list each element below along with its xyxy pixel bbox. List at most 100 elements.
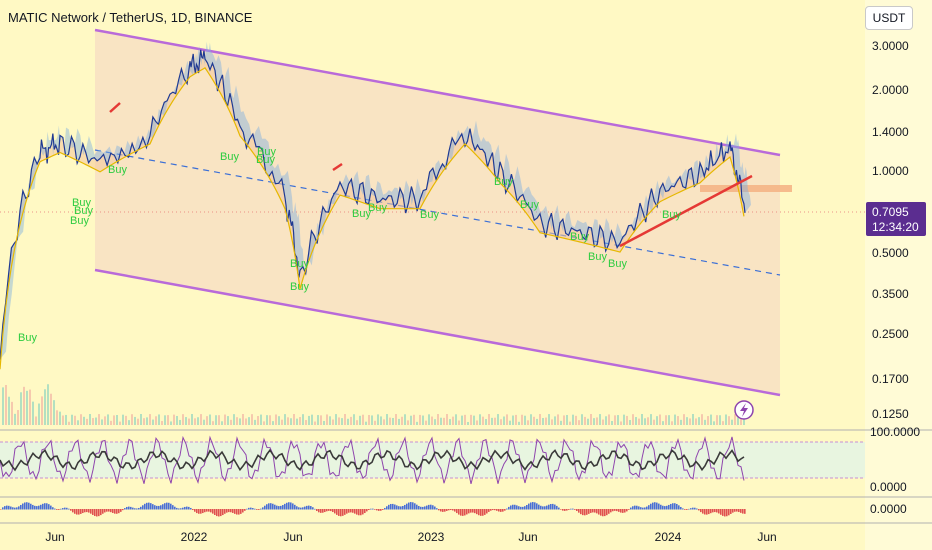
histogram-bar	[180, 508, 182, 509]
histogram-bar	[694, 508, 696, 510]
histogram-bar	[42, 504, 44, 510]
volume-bar	[485, 419, 487, 425]
histogram-bar	[362, 509, 364, 514]
volume-bar	[209, 415, 211, 425]
histogram-bar	[438, 509, 440, 510]
histogram-bar	[14, 508, 16, 510]
volume-bar	[449, 419, 451, 425]
histogram-bar	[568, 509, 570, 510]
histogram-bar	[608, 509, 610, 514]
histogram-bar	[540, 506, 542, 510]
histogram-bar	[248, 508, 250, 510]
buy-label-18: Buy	[662, 209, 681, 221]
volume-bar	[98, 414, 100, 425]
volume-bar	[590, 414, 592, 425]
histogram-bar	[20, 505, 22, 510]
histogram-bar	[738, 509, 740, 512]
volume-bar	[413, 415, 415, 425]
histogram-bar	[536, 503, 538, 509]
volume-bar	[167, 415, 169, 425]
histogram-bar	[338, 509, 340, 516]
volume-bar	[113, 415, 115, 425]
histogram-bar	[278, 506, 280, 509]
volume-bar	[236, 417, 238, 425]
histogram-bar	[352, 509, 354, 513]
volume-bar	[722, 421, 724, 425]
histogram-bar	[224, 509, 226, 514]
histogram-bar	[346, 509, 348, 514]
volume-bar	[563, 415, 565, 425]
price-marker-value: 0.7095	[872, 205, 909, 219]
histogram-bar	[420, 507, 422, 510]
histogram-bar	[656, 503, 658, 510]
histogram-bar	[16, 507, 18, 509]
histogram-bar	[344, 509, 346, 515]
histogram-bar	[566, 509, 568, 511]
volume-bar	[479, 414, 481, 425]
histogram-bar	[138, 508, 140, 510]
volume-bar	[5, 385, 7, 425]
histogram-bar	[162, 504, 164, 509]
histogram-bar	[664, 506, 666, 509]
volume-bar	[305, 420, 307, 425]
volume-bar	[446, 414, 448, 425]
histogram-bar	[508, 507, 510, 510]
histogram-bar	[516, 505, 518, 509]
histogram-bar	[544, 506, 546, 509]
histogram-bar	[440, 509, 442, 511]
histogram-bar	[602, 509, 604, 516]
histogram-bar	[226, 509, 228, 513]
volume-bar	[260, 415, 262, 425]
volume-bar	[206, 416, 208, 425]
volume-bar	[17, 410, 19, 425]
volume-bar	[350, 417, 352, 425]
volume-bar	[617, 415, 619, 425]
histogram-bar	[414, 503, 416, 509]
histogram-bar	[644, 507, 646, 509]
histogram-bar	[212, 509, 214, 514]
histogram-bar	[560, 509, 562, 510]
histogram-bar	[118, 509, 120, 513]
volume-bar	[557, 414, 559, 425]
volume-bar	[347, 419, 349, 425]
histogram-bar	[374, 509, 376, 510]
volume-bar	[488, 414, 490, 425]
histogram-bar	[238, 509, 240, 515]
volume-bar	[605, 416, 607, 425]
volume-bar	[374, 421, 376, 425]
volume-bar	[518, 422, 520, 425]
volume-bar	[656, 416, 658, 425]
histogram-bar	[116, 509, 118, 514]
volume-bar	[602, 420, 604, 425]
volume-bar	[29, 390, 31, 425]
histogram-bar	[200, 509, 202, 514]
histogram-bar	[584, 509, 586, 515]
volume-bar	[35, 416, 37, 425]
buy-label-4: Buy	[108, 164, 127, 176]
volume-bar	[659, 415, 661, 425]
histogram-bar	[718, 509, 720, 513]
histogram-bar	[216, 509, 218, 516]
volume-bar	[425, 421, 427, 425]
histogram-bar	[486, 509, 488, 513]
histogram-bar	[512, 505, 514, 510]
volume-bar	[626, 416, 628, 425]
histogram-bar	[164, 503, 166, 509]
histogram-bar	[286, 503, 288, 510]
volume-bar	[116, 415, 118, 425]
histogram-bar	[76, 509, 78, 515]
currency-button[interactable]: USDT	[865, 6, 913, 30]
volume-bar	[218, 415, 220, 425]
histogram-bar	[470, 509, 472, 513]
volume-bar	[20, 392, 22, 425]
histogram-bar	[322, 509, 324, 513]
volume-bar	[44, 389, 46, 425]
volume-bar	[473, 416, 475, 425]
volume-bar	[701, 414, 703, 425]
volume-bar	[674, 415, 676, 425]
volume-bar	[668, 415, 670, 425]
histogram-bar	[620, 509, 622, 513]
histogram-bar	[464, 509, 466, 515]
histogram-bar	[556, 506, 558, 510]
